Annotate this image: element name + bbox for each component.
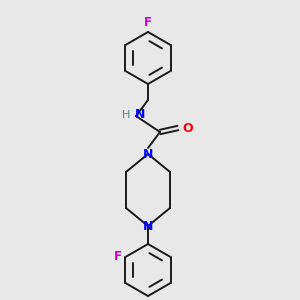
Text: F: F xyxy=(144,16,152,29)
Text: O: O xyxy=(182,122,193,134)
Text: F: F xyxy=(113,250,122,263)
Text: N: N xyxy=(135,109,146,122)
Text: N: N xyxy=(143,220,153,232)
Text: N: N xyxy=(143,148,153,160)
Text: H: H xyxy=(122,110,130,120)
